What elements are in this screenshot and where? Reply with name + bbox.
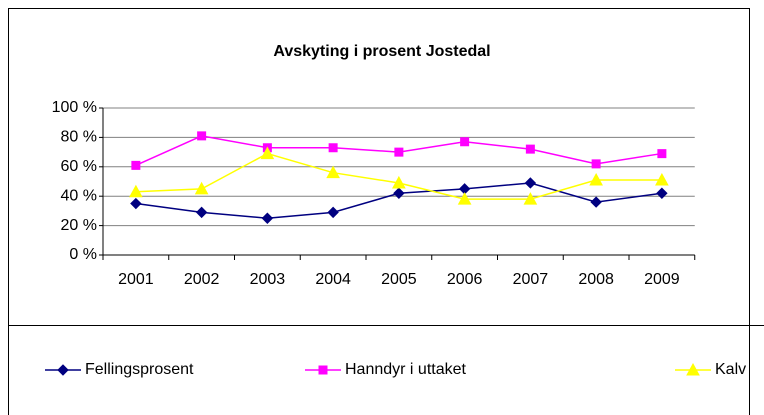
marker (57, 364, 69, 376)
marker (686, 362, 700, 376)
marker (457, 192, 472, 205)
marker (318, 365, 328, 375)
marker (129, 184, 143, 198)
y-tick-label: 20 % (61, 217, 97, 234)
marker (194, 181, 209, 195)
y-tick-label: 0 % (69, 246, 97, 263)
y-tick-label: 60 % (61, 158, 97, 175)
marker (261, 212, 274, 224)
marker (655, 172, 669, 186)
x-tick-label: 2008 (578, 271, 614, 288)
x-tick-label: 2004 (315, 271, 351, 288)
marker (460, 137, 470, 147)
marker (393, 187, 405, 199)
x-tick-label: 2005 (381, 271, 417, 288)
y-tick-label: 100 % (52, 99, 97, 116)
y-tick-label: 80 % (61, 129, 97, 146)
marker (392, 175, 406, 189)
x-tick-label: 2001 (118, 271, 154, 288)
marker (591, 159, 601, 169)
marker (195, 206, 208, 219)
legend-label: Kalv og ungdyr (715, 361, 764, 378)
x-tick-label: 2006 (447, 271, 483, 288)
marker (590, 196, 602, 208)
marker (197, 131, 207, 141)
marker (131, 160, 141, 170)
marker (328, 143, 338, 153)
x-tick-label: 2002 (184, 271, 220, 288)
marker (524, 177, 537, 189)
marker (523, 192, 538, 205)
marker (327, 206, 339, 219)
chart-title: Avskyting i prosent Jostedal (273, 43, 490, 60)
marker (326, 165, 340, 179)
x-tick-label: 2009 (644, 271, 680, 288)
y-tick-label: 40 % (61, 187, 97, 204)
marker (525, 144, 535, 154)
marker (657, 149, 667, 159)
legend-label: Hanndyr i uttaket (345, 361, 467, 378)
marker (130, 197, 142, 210)
x-tick-label: 2003 (250, 271, 286, 288)
marker (260, 146, 275, 160)
marker (394, 147, 404, 157)
chart-frame (8, 8, 750, 415)
marker (656, 187, 668, 199)
legend-label: Fellingsprosent (85, 361, 194, 378)
marker (589, 172, 603, 186)
x-tick-label: 2007 (513, 271, 549, 288)
